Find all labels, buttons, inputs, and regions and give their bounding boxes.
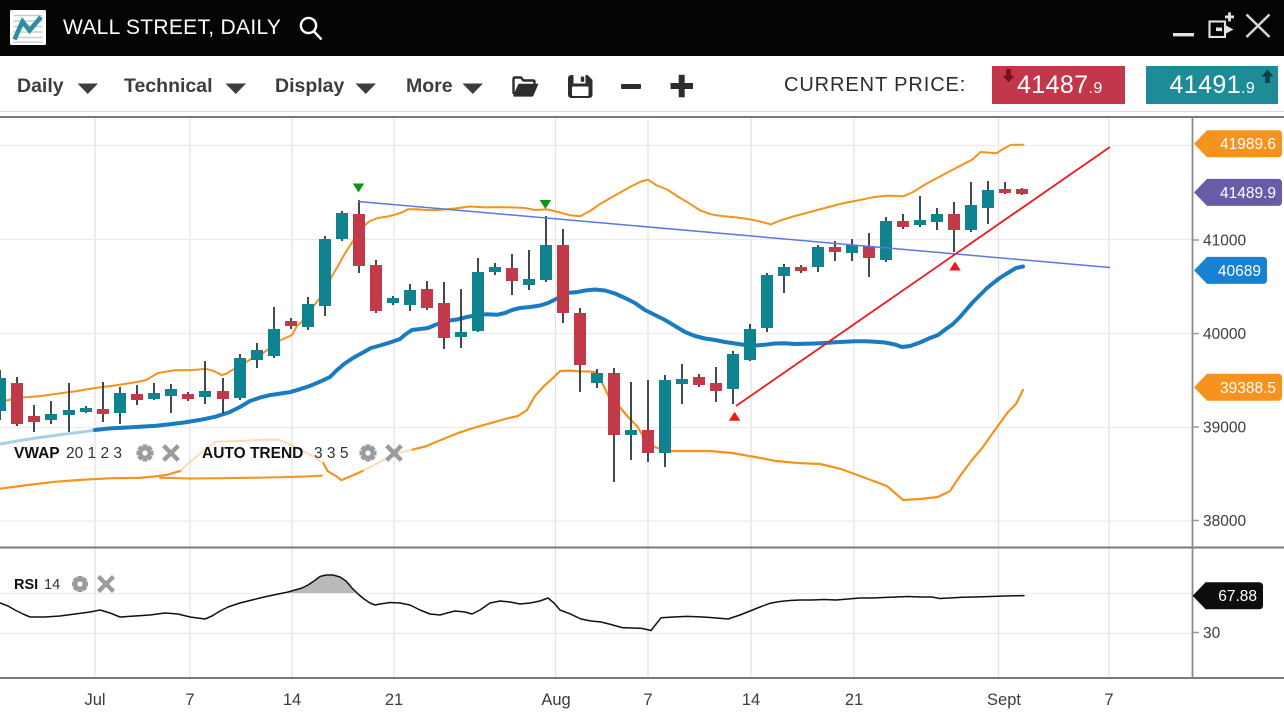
svg-text:14: 14 — [283, 691, 301, 709]
svg-text:Sept: Sept — [987, 691, 1021, 709]
svg-text:30: 30 — [1203, 625, 1221, 642]
svg-text:41989.6: 41989.6 — [1220, 136, 1276, 153]
svg-text:7: 7 — [643, 691, 652, 709]
svg-text:40000: 40000 — [1203, 326, 1246, 343]
svg-text:39000: 39000 — [1203, 420, 1246, 437]
svg-text:14: 14 — [742, 691, 760, 709]
svg-text:21: 21 — [385, 691, 403, 709]
svg-text:Jul: Jul — [84, 691, 105, 709]
svg-text:40689: 40689 — [1218, 263, 1261, 280]
svg-text:21: 21 — [845, 691, 863, 709]
svg-text:39388.5: 39388.5 — [1220, 380, 1276, 397]
svg-text:RSI: RSI — [14, 577, 38, 593]
svg-text:Aug: Aug — [541, 691, 570, 709]
svg-text:7: 7 — [1104, 691, 1113, 709]
svg-text:20 1 2 3: 20 1 2 3 — [66, 445, 122, 462]
svg-text:38000: 38000 — [1203, 513, 1246, 530]
svg-text:41489.9: 41489.9 — [1220, 185, 1276, 202]
svg-text:VWAP: VWAP — [14, 445, 60, 462]
svg-text:AUTO TREND: AUTO TREND — [202, 445, 303, 462]
svg-text:14: 14 — [44, 577, 60, 593]
svg-text:41000: 41000 — [1203, 233, 1246, 250]
svg-text:67.88: 67.88 — [1218, 588, 1257, 605]
svg-text:3 3 5: 3 3 5 — [314, 445, 348, 462]
svg-text:7: 7 — [185, 691, 194, 709]
